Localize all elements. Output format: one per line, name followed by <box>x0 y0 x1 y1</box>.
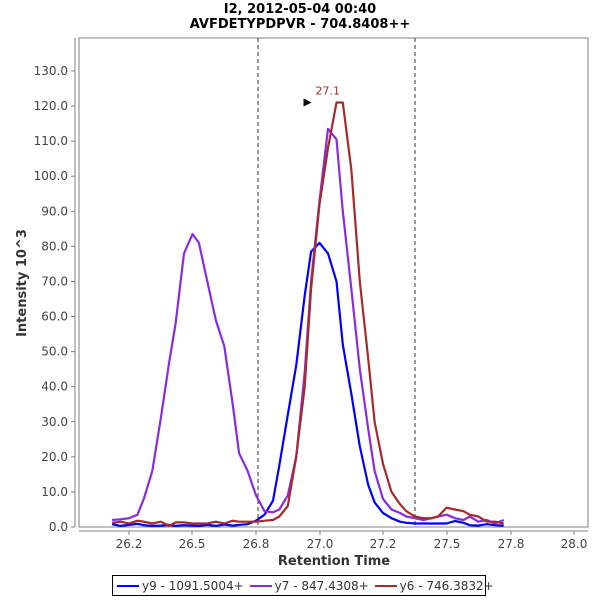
legend-item-y7: y7 - 847.4308+ <box>249 578 369 593</box>
x-axis-title: Retention Time <box>278 554 390 569</box>
y-tick-label: 120.0 <box>34 99 68 113</box>
y-tick-label: 30.0 <box>41 415 68 429</box>
y-tick-label: 80.0 <box>41 239 68 253</box>
y-axis-title: Intensity 10^3 <box>15 229 30 337</box>
y-tick-label: 90.0 <box>41 204 68 218</box>
chart-subtitle: AVFDETYPDPVR - 704.8408++ <box>189 17 411 32</box>
plot-area: 0.0 10.0 20.0 30.0 40.0 50.0 60.0 70.0 80.0 90.0 1… <box>15 37 589 569</box>
x-tick-label: 27.5 <box>434 537 461 551</box>
legend-swatch-y7 <box>249 584 272 587</box>
series-lines <box>111 101 505 528</box>
x-tick-label: 28.0 <box>561 537 588 551</box>
legend: y9 - 1091.5004+ y7 - 847.4308+ y6 - 746.… <box>112 575 494 596</box>
legend-item-y9: y9 - 1091.5004+ <box>117 579 244 593</box>
y-tick-label: 70.0 <box>41 274 68 288</box>
x-tick-label: 26.2 <box>116 537 143 551</box>
y-tick-label: 40.0 <box>41 380 68 394</box>
chart-title: I2, 2012-05-04 00:40 <box>223 2 377 17</box>
x-tick-label: 27.2 <box>370 537 397 551</box>
legend-label-y7: y7 - 847.4308+ <box>274 578 369 593</box>
x-tick-label: 27.0 <box>307 537 334 551</box>
y-tick-label: 130.0 <box>34 64 68 78</box>
y-tick-label: 100.0 <box>34 169 68 183</box>
x-tick-label: 27.8 <box>498 537 525 551</box>
y-tick-label: 0.0 <box>49 520 68 534</box>
series-line <box>111 241 504 528</box>
legend-swatch-y9 <box>117 584 139 587</box>
y-tick-label: 110.0 <box>34 134 68 148</box>
x-axis-ticks: 26.2 26.5 26.8 27.0 27.2 27.5 27.8 28.0 <box>116 531 588 551</box>
peak-label: 27.1 <box>316 85 341 98</box>
y-tick-label: 60.0 <box>41 310 68 324</box>
peak-annotation: 27.1 <box>303 85 341 107</box>
x-tick-label: 26.8 <box>243 537 270 551</box>
legend-label-y6: y6 - 746.3832+ <box>399 578 494 593</box>
peak-marker-icon <box>303 98 312 107</box>
rt-boundary-markers <box>257 38 416 527</box>
legend-swatch-y6 <box>374 584 397 587</box>
y-tick-label: 10.0 <box>41 485 68 499</box>
y-tick-label: 50.0 <box>41 345 68 359</box>
series-line <box>111 101 504 528</box>
legend-item-y6: y6 - 746.3832+ <box>374 578 494 593</box>
legend-label-y9: y9 - 1091.5004+ <box>142 578 244 593</box>
x-tick-label: 26.5 <box>179 537 206 551</box>
y-axis-ticks: 0.0 10.0 20.0 30.0 40.0 50.0 60.0 70.0 80.0 90.0 1… <box>34 64 75 534</box>
y-tick-label: 20.0 <box>41 450 68 464</box>
